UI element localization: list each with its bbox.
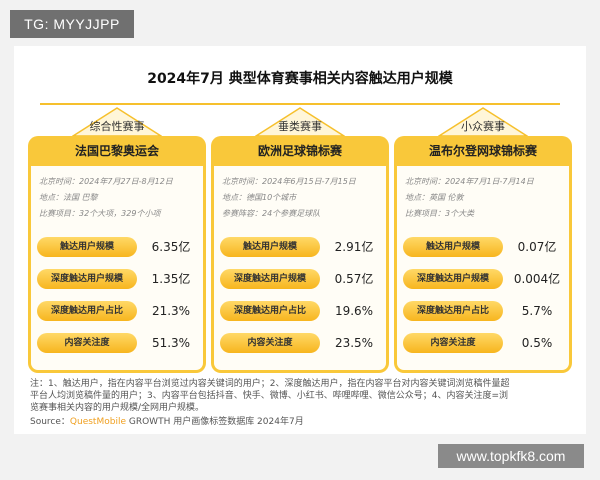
- metric-row: 深度触达用户规模 0.57亿: [214, 269, 386, 289]
- metric-row: 深度触达用户占比 21.3%: [31, 301, 203, 321]
- footnote-line-3: 览赛事相关内容的用户规模/全网用户规模。: [30, 403, 205, 413]
- metric-value: 0.07亿: [517, 240, 557, 254]
- metric-label: 深度触达用户规模: [403, 269, 503, 289]
- source-suffix: GROWTH 用户画像标签数据库 2024年7月: [126, 417, 304, 427]
- metric-row: 内容关注度 0.5%: [397, 333, 569, 353]
- watermark: www.topkfk8.com: [438, 444, 584, 468]
- metric-row: 深度触达用户占比 5.7%: [397, 301, 569, 321]
- metric-label: 触达用户规模: [403, 237, 503, 257]
- event-body: 北京时间：2024年6月15日-7月15日 地点：德国10个城市参赛阵容：24个参…: [211, 166, 389, 373]
- metric-label: 深度触达用户占比: [37, 301, 137, 321]
- category-tab: 垂类赛事: [255, 107, 345, 137]
- metric-label: 触达用户规模: [220, 237, 320, 257]
- event-info-line: 地点：英国 伦敦: [405, 193, 464, 202]
- category-tab: 综合性赛事: [72, 107, 162, 137]
- category-label: 垂类赛事: [278, 120, 322, 133]
- metric-value: 19.6%: [334, 304, 374, 318]
- event-title: 欧洲足球锦标赛: [211, 136, 389, 166]
- event-column: 小众赛事 温布尔登网球锦标赛 北京时间：2024年7月1日-7月14日 地点：英国 伦…: [394, 104, 572, 376]
- metric-value: 1.35亿: [151, 272, 191, 286]
- source-brand: QuestMobile: [69, 417, 126, 427]
- chart-title: 2024年7月 典型体育赛事相关内容触达用户规模: [147, 71, 453, 87]
- metric-value: 0.5%: [521, 336, 553, 350]
- metric-label: 内容关注度: [403, 333, 503, 353]
- metric-value: 6.35亿: [151, 240, 191, 254]
- metric-value: 21.3%: [151, 304, 191, 318]
- metric-label: 内容关注度: [37, 333, 137, 353]
- source-prefix: Source：: [30, 417, 70, 427]
- category-tab: 小众赛事: [438, 107, 528, 137]
- category-label: 综合性赛事: [89, 120, 145, 133]
- event-title: 温布尔登网球锦标赛: [394, 136, 572, 166]
- source-line: Source：QuestMobile GROWTH 用户画像标签数据库 2024…: [30, 414, 304, 427]
- metric-value: 51.3%: [151, 336, 191, 350]
- metric-value: 0.004亿: [513, 272, 561, 286]
- event-column: 垂类赛事 欧洲足球锦标赛 北京时间：2024年6月15日-7月15日 地点：德国10个…: [211, 104, 389, 376]
- metric-label: 深度触达用户规模: [220, 269, 320, 289]
- event-info-line: 地点：德国10个城市: [222, 193, 297, 202]
- event-info-line: 比赛项目：3个大类: [405, 209, 475, 218]
- metric-value: 0.57亿: [334, 272, 374, 286]
- metric-row: 内容关注度 23.5%: [214, 333, 386, 353]
- metric-row: 触达用户规模 2.91亿: [214, 237, 386, 257]
- event-column: 综合性赛事 法国巴黎奥运会 北京时间：2024年7月27日-8月12日 地点：法国 巴…: [28, 104, 206, 376]
- event-info-line: 北京时间：2024年7月1日-7月14日: [405, 177, 534, 186]
- tag-label: TG: MYYJJPP: [10, 10, 134, 38]
- metric-label: 深度触达用户占比: [403, 301, 503, 321]
- metric-value: 2.91亿: [334, 240, 374, 254]
- metric-row: 触达用户规模 0.07亿: [397, 237, 569, 257]
- metric-value: 23.5%: [334, 336, 374, 350]
- category-label: 小众赛事: [461, 120, 505, 133]
- metric-row: 深度触达用户规模 1.35亿: [31, 269, 203, 289]
- metric-value: 5.7%: [521, 304, 553, 318]
- metric-row: 深度触达用户规模 0.004亿: [397, 269, 569, 289]
- event-info-line: 地点：法国 巴黎: [39, 193, 98, 202]
- metric-row: 触达用户规模 6.35亿: [31, 237, 203, 257]
- metric-label: 深度触达用户规模: [37, 269, 137, 289]
- event-info-line: 北京时间：2024年6月15日-7月15日: [222, 177, 356, 186]
- footnote-line-1: 注：1、触达用户，指在内容平台浏览过内容关键词的用户；2、深度触达用户，指在内容…: [30, 379, 510, 389]
- event-body: 北京时间：2024年7月27日-8月12日 地点：法国 巴黎比赛项目：32个大项，…: [28, 166, 206, 373]
- footnote-line-2: 平台人均浏览稿件量的用户；3、内容平台包括抖音、快手、微博、小红书、哔哩哔哩、微…: [30, 391, 508, 401]
- metric-row: 深度触达用户占比 19.6%: [214, 301, 386, 321]
- metric-row: 内容关注度 51.3%: [31, 333, 203, 353]
- event-info-line: 比赛项目：32个大项，329个小项: [39, 209, 161, 218]
- metric-label: 内容关注度: [220, 333, 320, 353]
- event-info-line: 参赛阵容：24个参赛足球队: [222, 209, 321, 218]
- event-title: 法国巴黎奥运会: [28, 136, 206, 166]
- metric-label: 深度触达用户占比: [220, 301, 320, 321]
- metric-label: 触达用户规模: [37, 237, 137, 257]
- footnote: 注：1、触达用户，指在内容平台浏览过内容关键词的用户；2、深度触达用户，指在内容…: [30, 378, 578, 414]
- event-info-line: 北京时间：2024年7月27日-8月12日: [39, 177, 173, 186]
- event-body: 北京时间：2024年7月1日-7月14日 地点：英国 伦敦比赛项目：3个大类触达用…: [394, 166, 572, 373]
- top-divider: [40, 103, 560, 105]
